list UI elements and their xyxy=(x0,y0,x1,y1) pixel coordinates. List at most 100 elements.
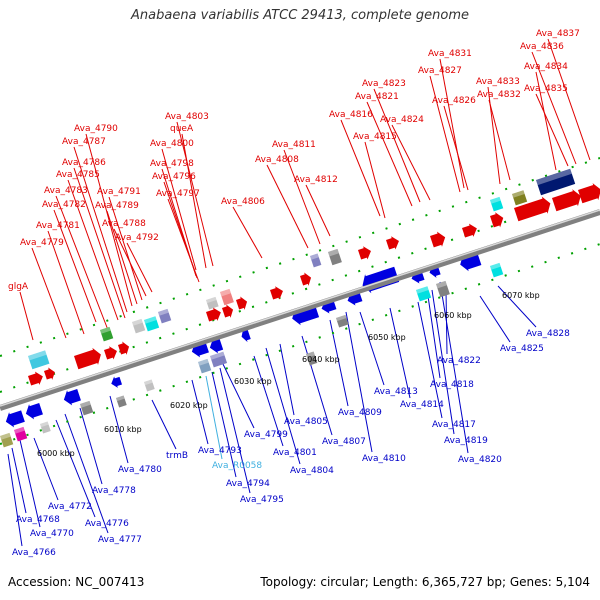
forward-leader-line xyxy=(535,71,557,171)
forward-leader-line xyxy=(488,99,511,181)
gene-box-mark xyxy=(435,280,450,298)
reverse-gene-arrow xyxy=(25,402,43,420)
forward-gene-label: Ava_4786 xyxy=(62,158,106,168)
forward-gene-label: Ava_4808 xyxy=(255,155,299,165)
forward-leader-line xyxy=(391,124,431,201)
forward-gene-label: Ava_4821 xyxy=(355,92,399,102)
reverse-leader-line xyxy=(265,347,301,465)
forward-gene-label: Ava_4782 xyxy=(42,200,86,210)
forward-gene-arrow xyxy=(118,341,130,355)
reverse-gene-label: Ava_4807 xyxy=(322,437,366,447)
gene-box-mark xyxy=(210,351,228,368)
gene-box-mark xyxy=(27,350,50,370)
reverse-leader-line xyxy=(109,395,129,464)
reverse-gene-label: Ava_4822 xyxy=(437,356,481,366)
forward-leader-line xyxy=(487,86,501,185)
forward-leader-line xyxy=(283,149,321,245)
gene-box-mark xyxy=(132,318,146,334)
backbone-line xyxy=(0,209,600,411)
gene-box-mark xyxy=(13,426,28,442)
gene-box-mark xyxy=(205,296,219,310)
forward-gene-label: Ava_4831 xyxy=(428,49,472,59)
forward-leader-line xyxy=(266,164,309,249)
reverse-leader-line xyxy=(359,311,385,386)
reverse-leader-line xyxy=(345,311,373,453)
forward-leader-line xyxy=(108,196,143,301)
forward-leader-line xyxy=(439,58,465,189)
forward-gene-arrow xyxy=(358,246,371,260)
forward-gene-label: Ava_4834 xyxy=(524,62,568,72)
reverse-gene-label: Ava_4804 xyxy=(290,466,334,476)
reverse-leader-line xyxy=(221,361,255,429)
gene-box-mark xyxy=(309,253,322,268)
ruler-tick-label: 6040 kbp xyxy=(302,355,340,364)
reverse-gene-label: Ava_4819 xyxy=(444,436,488,446)
label-leader-lines xyxy=(7,38,591,547)
forward-leader-line xyxy=(176,121,214,267)
forward-leader-line xyxy=(67,179,119,321)
ruler-tick-label: 6060 kbp xyxy=(434,311,472,320)
reverse-leader-line xyxy=(427,295,441,379)
forward-gene-label: Ava_4791 xyxy=(97,187,141,197)
forward-leader-line xyxy=(126,242,153,293)
forward-gene-arrow xyxy=(490,212,504,228)
forward-gene-label: Ava_4796 xyxy=(152,172,196,182)
forward-leader-line xyxy=(85,133,133,307)
forward-leader-line xyxy=(373,88,421,203)
reverse-leader-line xyxy=(7,453,23,547)
gene-box-mark xyxy=(305,351,318,366)
reverse-gene-arrow xyxy=(63,388,81,406)
forward-leader-line xyxy=(113,228,147,297)
reverse-gene-label: Ava_4820 xyxy=(458,455,502,465)
forward-gene-arrow xyxy=(430,231,446,248)
forward-gene-label: Ava_4797 xyxy=(156,189,200,199)
forward-gene-label: Ava_4816 xyxy=(329,110,373,120)
reverse-gene-label: Ava_4814 xyxy=(400,400,444,410)
forward-gene-label: Ava_4783 xyxy=(44,186,88,196)
reverse-gene-label: Ava_4825 xyxy=(500,344,544,354)
reverse-gene-label: Ava_4801 xyxy=(273,448,317,458)
genome-backbone xyxy=(0,209,600,411)
forward-leader-line xyxy=(161,168,197,277)
gene-box-mark xyxy=(536,168,576,196)
gene-box-mark xyxy=(489,262,504,278)
reverse-leader-line xyxy=(11,447,27,514)
reverse-gene-label: Ava_4777 xyxy=(98,535,142,545)
reverse-leader-line xyxy=(64,413,109,534)
reverse-leader-line xyxy=(191,379,209,445)
reverse-leader-line xyxy=(279,343,295,416)
forward-leader-line xyxy=(31,247,67,339)
forward-leader-line xyxy=(429,75,461,193)
reverse-gene-labels: Ava_4766 Ava_4768 Ava_4770 Ava_4772 Ava_4776… xyxy=(12,329,570,558)
forward-gene-label: Ava_4812 xyxy=(294,175,338,185)
reverse-leader-line xyxy=(431,289,455,435)
forward-gene-arrow xyxy=(28,371,43,386)
reverse-gene-label: Ava_4766 xyxy=(12,548,56,558)
forward-leader-line xyxy=(19,291,34,341)
ruler-tick-label: 6050 kbp xyxy=(368,333,406,342)
topology-text: Topology: circular; Length: 6,365,727 bp… xyxy=(260,575,590,589)
forward-outer-guide xyxy=(0,157,600,357)
forward-leader-line xyxy=(443,105,469,191)
forward-gene-arrow xyxy=(514,196,551,222)
gene-box-mark xyxy=(40,421,51,434)
reverse-gene-label: Ava_4793 xyxy=(198,446,242,456)
forward-gene-label: Ava_4823 xyxy=(362,79,406,89)
reverse-leader-line xyxy=(445,289,448,355)
backbone-highlight xyxy=(0,209,600,407)
ruler-tick-label: 6070 kbp xyxy=(502,291,540,300)
forward-gene-label: Ava_4811 xyxy=(272,140,316,150)
reverse-leader-line xyxy=(205,375,223,460)
forward-leader-line xyxy=(364,141,386,219)
gene-box-mark xyxy=(198,358,212,374)
forward-gene-label: Ava_4798 xyxy=(150,159,194,169)
reverse-gene-label: Ava_4794 xyxy=(226,479,270,489)
gene-box-mark xyxy=(511,190,528,206)
forward-gene-arrow xyxy=(222,304,234,318)
forward-gene-label: Ava_4787 xyxy=(62,137,106,147)
gene-box-mark xyxy=(220,288,234,306)
forward-gene-label: Ava_4836 xyxy=(520,42,564,52)
forward-leader-line xyxy=(53,209,97,323)
ruler-tick-label: 6010 kbp xyxy=(104,425,142,434)
reverse-gene-label: Ava_4770 xyxy=(30,529,74,539)
